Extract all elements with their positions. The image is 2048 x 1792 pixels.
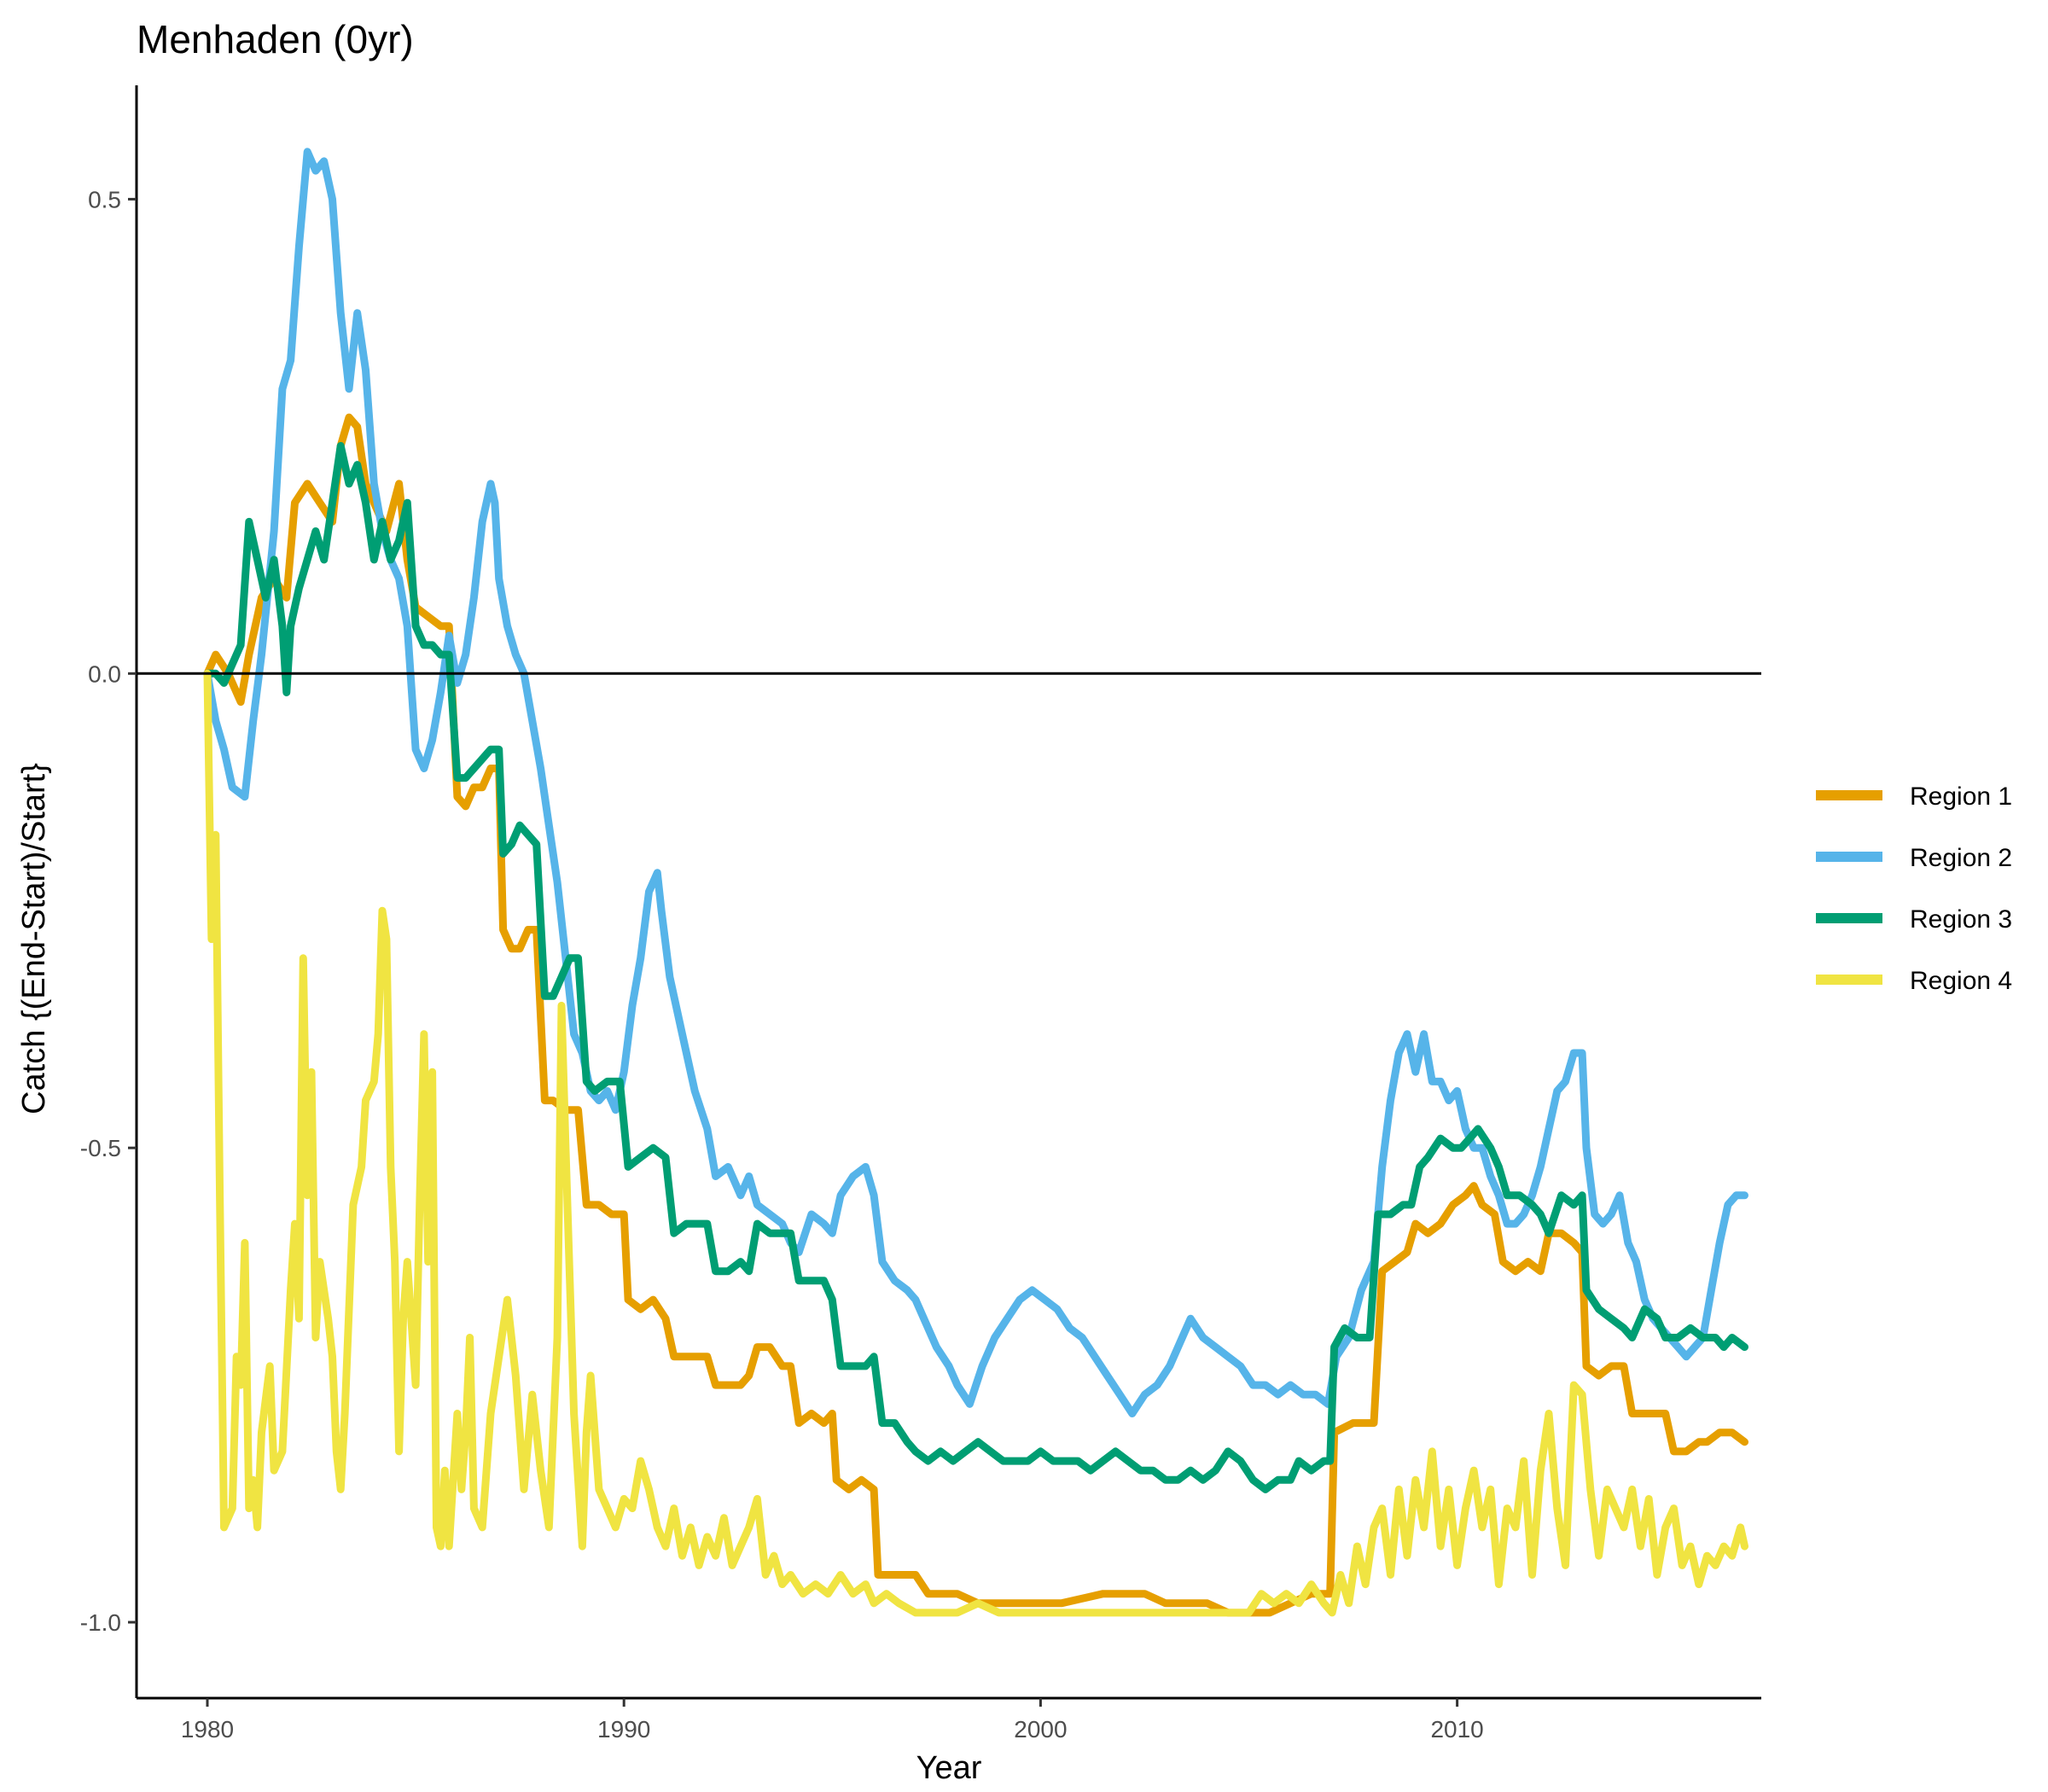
plot-area — [203, 148, 1748, 1617]
y-tick-label: -1.0 — [80, 1609, 121, 1636]
chart-title: Menhaden (0yr) — [137, 17, 414, 61]
series-line-region-3 — [203, 442, 1748, 1493]
x-axis-ticks: 1980 1990 2000 2010 — [181, 1698, 1484, 1743]
y-tick-label: 0.0 — [88, 660, 121, 687]
legend-label: Region 1 — [1910, 783, 2012, 811]
series-line-region-4 — [203, 669, 1748, 1617]
legend-label: Region 3 — [1910, 905, 2012, 934]
y-tick-label: 0.5 — [88, 186, 121, 212]
x-tick-label: 2000 — [1014, 1716, 1067, 1743]
x-tick-label: 1980 — [181, 1716, 234, 1743]
legend-label: Region 4 — [1910, 967, 2012, 995]
series-line-region-2 — [203, 148, 1748, 1417]
legend-label: Region 2 — [1910, 844, 2012, 872]
y-tick-label: -0.5 — [80, 1135, 121, 1161]
x-tick-label: 1990 — [597, 1716, 650, 1743]
y-axis-title: Catch {(End-Start)/Start} — [16, 763, 52, 1114]
legend: Region 1 Region 2 Region 3 Region 4 — [1816, 783, 2012, 995]
y-axis-ticks: 0.5 0.0 -0.5 -1.0 — [80, 186, 137, 1636]
x-axis-title: Year — [916, 1750, 982, 1786]
x-tick-label: 2010 — [1430, 1716, 1483, 1743]
